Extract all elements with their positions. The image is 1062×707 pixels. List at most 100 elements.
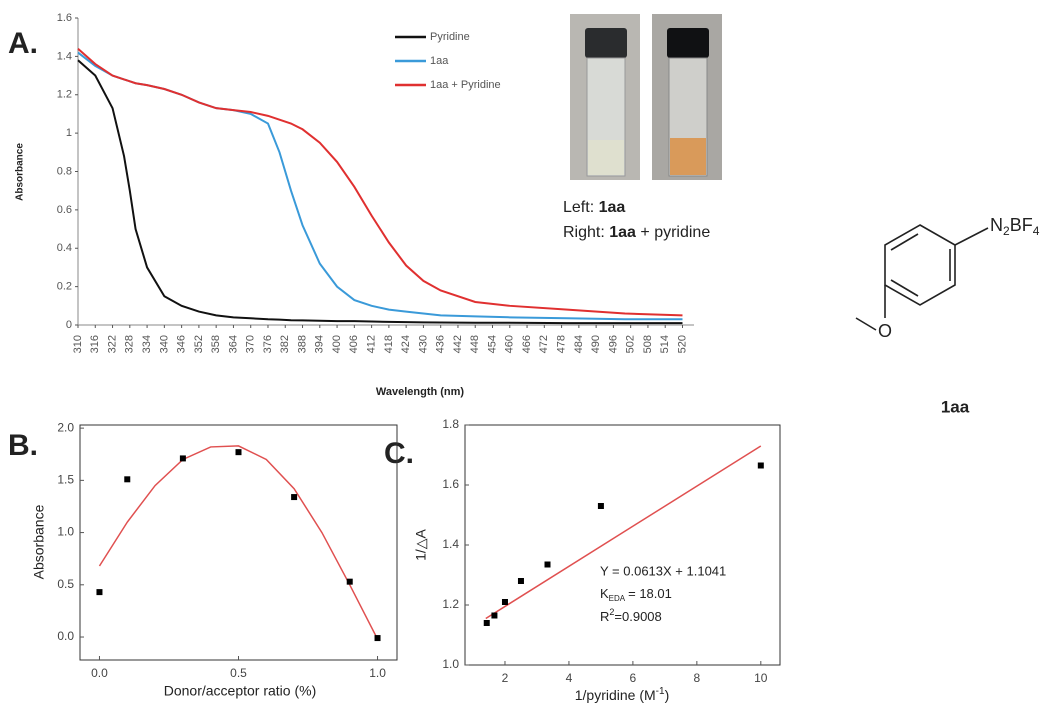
legend-label: Pyridine [430,31,470,43]
x-tick-label: 400 [331,335,343,353]
caption-text: Right: [563,224,605,241]
y-tick-label: 1.0 [57,525,74,539]
x-axis-title: Wavelength (nm) [376,386,465,398]
x-tick-label: 346 [176,335,188,353]
y-tick-label: 0 [66,319,72,331]
y-tick-label: 1.4 [57,50,72,62]
caption-text: Left: [563,199,594,216]
x-tick-label: 484 [573,335,585,353]
data-point [491,612,498,619]
x-tick-label: 508 [642,335,654,353]
x-tick-label: 502 [625,335,637,353]
x-tick-label: 442 [452,335,464,353]
y-tick-label: 0.5 [57,577,74,591]
r-squared: R2=0.9008 [600,607,662,624]
x-title-main: 1/pyridine (M [575,687,656,703]
data-point [483,620,490,626]
x-tick-label: 0.5 [230,666,247,680]
data-point [544,561,551,568]
x-title-sup: -1 [656,686,665,697]
y-tick-label: 1.6 [57,12,72,24]
x-tick-label: 460 [504,335,516,353]
x-axis-title: 1/pyridine (M-1) [575,686,670,703]
data-point [179,455,186,462]
x-tick-label: 328 [124,335,136,353]
x-tick-label: 454 [486,335,498,353]
legend-label: 1aa + Pyridine [430,79,501,91]
data-point [291,494,298,501]
fit-line [98,445,379,640]
x-tick-label: 406 [348,335,360,353]
y-tick-label: 1 [66,127,72,139]
data-point [597,503,604,509]
y-tick-label: 1.6 [442,477,459,491]
data-point [374,635,381,642]
y-tick-label: 1.0 [442,657,459,671]
x-tick-label: 10 [754,671,768,685]
data-point [757,462,764,469]
caption-compound: 1aa [599,199,626,216]
x-tick-label: 478 [555,335,567,353]
caption-right: Right: 1aa + pyridine [563,224,710,241]
y-tick-label: 0.4 [57,242,72,254]
fit-line [485,445,762,620]
y-tick-label: 1.8 [442,417,459,431]
legend-label: 1aa [430,55,449,67]
x-tick-label: 2 [502,671,509,685]
k-value: = 18.01 [628,586,672,601]
x-tick-label: 316 [89,335,101,353]
x-tick-label: 8 [694,671,701,685]
x-tick-label: 436 [435,335,447,353]
x-tick-label: 424 [400,335,412,353]
data-point [346,578,353,585]
x-tick-label: 364 [227,335,239,353]
substituent: N2BF4 [990,215,1040,238]
y-tick-label: 0.0 [57,629,74,643]
y-tick-label: 1.2 [57,89,72,101]
data-point [96,589,103,596]
caption-text: + pyridine [640,224,710,241]
y-tick-label: 1.4 [442,537,459,551]
panel-label: B. [8,429,38,462]
x-tick-label: 472 [538,335,550,353]
x-tick-label: 358 [210,335,222,353]
x-tick-label: 0.0 [91,666,108,680]
x-tick-label: 430 [417,335,429,353]
x-tick-label: 310 [72,335,84,353]
y-tick-label: 2.0 [57,420,74,434]
plot-frame [79,424,398,661]
subscript: 2 [1003,224,1010,238]
series-line [77,47,683,317]
photo [570,14,722,180]
x-tick-label: 448 [469,335,481,353]
r-symbol: R [600,609,609,624]
panel-label: C. [384,437,414,470]
x-tick-label: 412 [366,335,378,353]
y-tick-label: 1.5 [57,473,74,487]
k-eda: KEDA = 18.01 [600,586,672,603]
y-axis-title: Absorbance [15,143,26,201]
x-tick-label: 1.0 [369,666,386,680]
x-tick-label: 490 [590,335,602,353]
structure [855,224,989,331]
r-superscript: 2 [609,607,614,617]
x-tick-label: 322 [106,335,118,353]
x-tick-label: 388 [296,335,308,353]
y-axis-title: 1/△A [413,528,429,560]
k-subscript: EDA [609,594,626,603]
data-point [124,476,131,483]
y-tick-label: 0.8 [57,165,72,177]
x-tick-label: 340 [158,335,170,353]
caption-compound: 1aa [609,224,636,241]
x-tick-label: 352 [193,335,205,353]
compound-label: 1aa [941,397,970,416]
x-tick-label: 370 [245,335,257,353]
data-point [517,578,524,584]
y-axis-title: Absorbance [31,504,47,579]
x-tick-label: 394 [314,335,326,353]
data-point [501,599,508,605]
x-tick-label: 382 [279,335,291,353]
atom: O [878,321,892,341]
atom: N [990,215,1003,235]
